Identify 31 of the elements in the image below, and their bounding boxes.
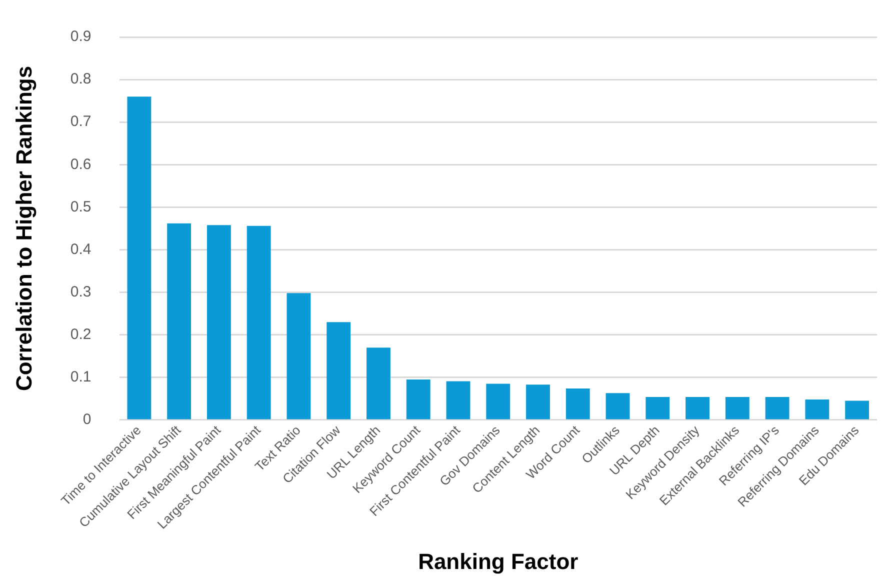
bar (446, 381, 470, 420)
bar (486, 384, 510, 420)
bar (127, 96, 152, 420)
bar (646, 396, 670, 420)
y-tick-label: 0.1 (70, 368, 92, 386)
y-tick-label: 0.3 (70, 283, 92, 300)
bar (725, 396, 750, 420)
bar (167, 223, 192, 420)
bar (246, 226, 271, 420)
bar (206, 225, 231, 420)
y-tick-label: 0.6 (70, 156, 92, 173)
bar (326, 322, 351, 420)
bar (566, 388, 590, 420)
y-tick-label: 0 (82, 411, 92, 428)
bar (805, 400, 830, 420)
y-axis-title: Correlation to Higher Rankings (11, 66, 36, 392)
y-tick-label: 0.7 (70, 113, 92, 130)
bar (406, 380, 430, 420)
bar (366, 348, 390, 420)
y-tick-label: 0.2 (70, 326, 92, 343)
y-tick-label: 0.4 (70, 240, 92, 258)
y-tick-label: 0.8 (70, 70, 92, 88)
x-axis-title: Ranking Factor (418, 548, 579, 574)
y-tick-label: 0.9 (70, 28, 92, 46)
y-tick-label: 0.5 (70, 198, 92, 216)
bar (686, 396, 710, 420)
bar (845, 400, 870, 420)
bar (765, 396, 790, 420)
bar (526, 384, 550, 420)
bar (286, 293, 311, 420)
bar (606, 393, 630, 420)
